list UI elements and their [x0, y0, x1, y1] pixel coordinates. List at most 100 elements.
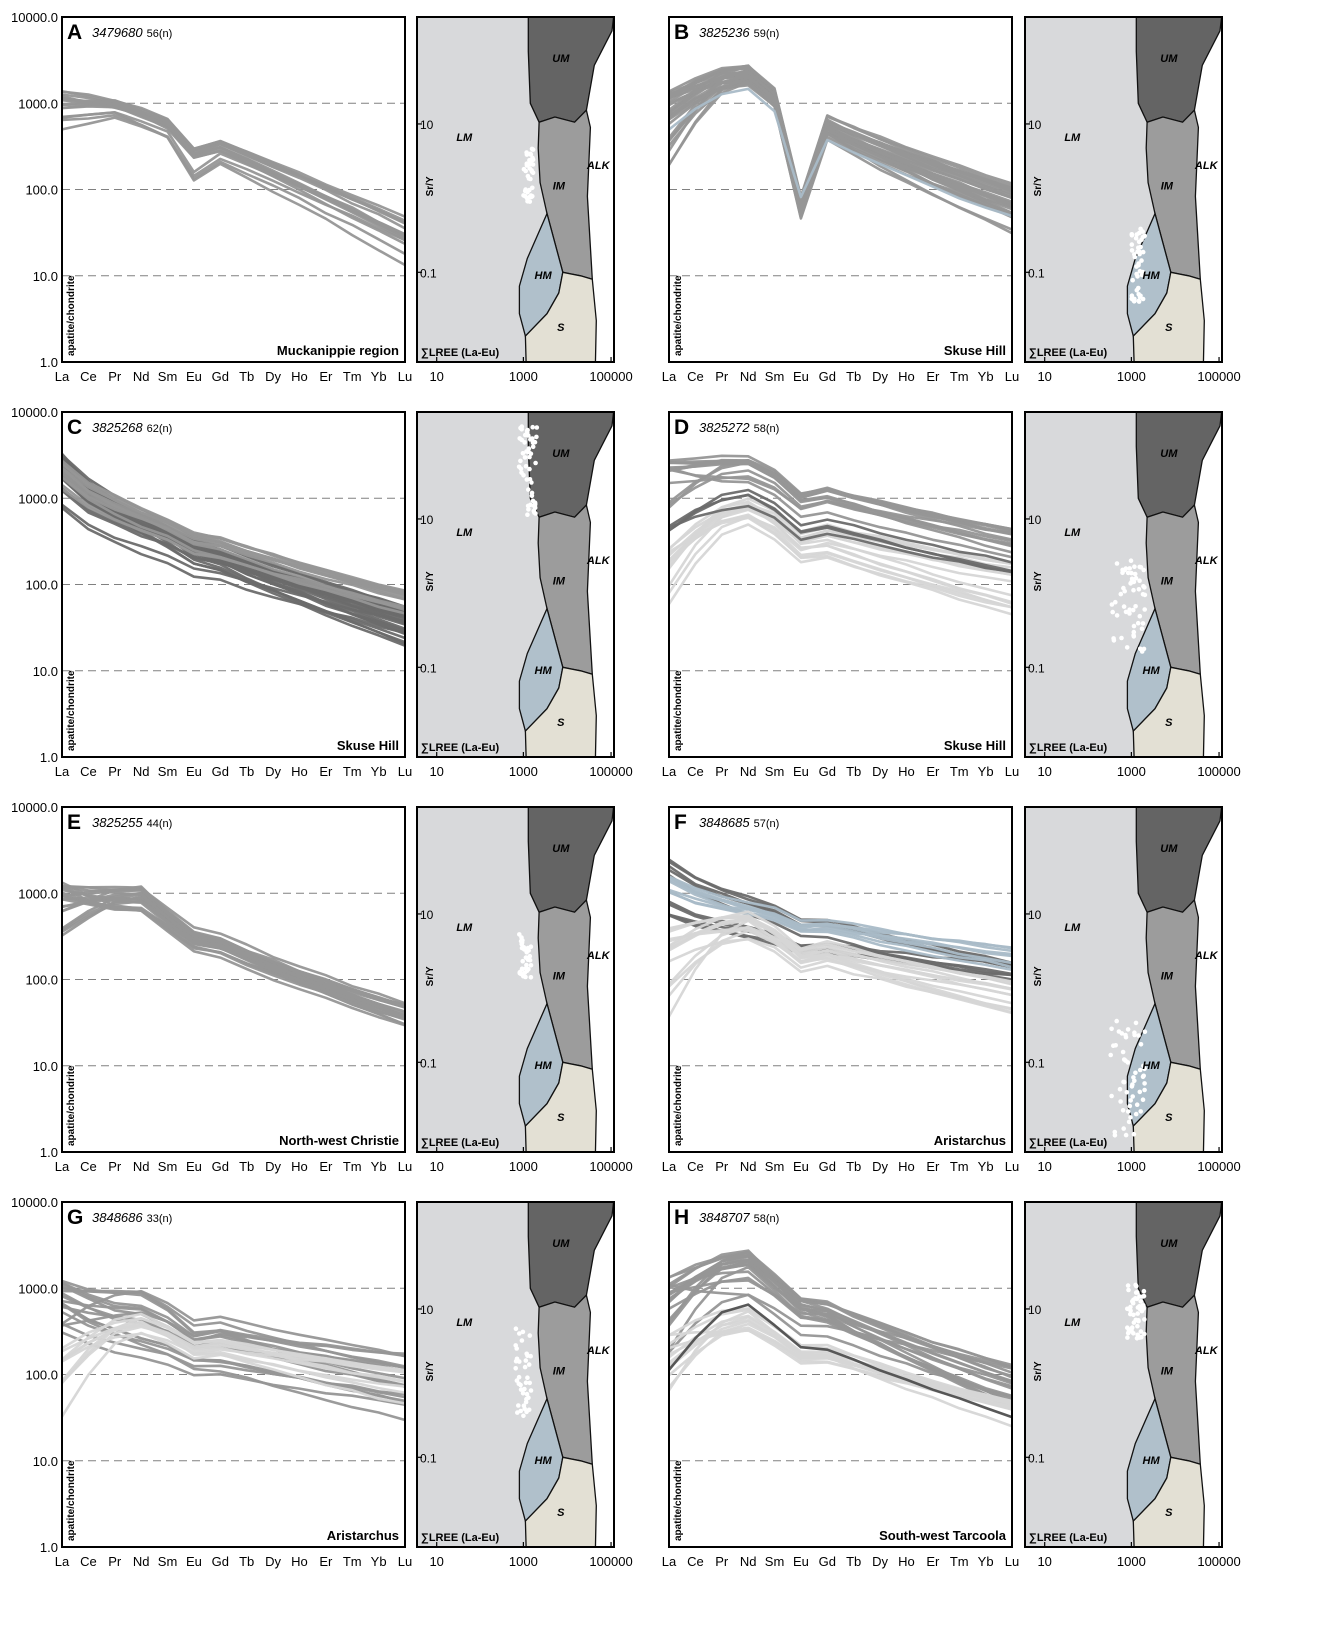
ree-x-tick-label: Yb [978, 1159, 994, 1174]
discrim-y-tick-label: 0.1 [420, 1451, 437, 1465]
ree-x-tick-label: Yb [371, 1554, 387, 1569]
ree-series-line [669, 504, 1012, 573]
ree-x-tick-label: Pr [715, 369, 729, 384]
ree-series-line [62, 1281, 405, 1380]
field-label-alk: ALK [586, 160, 611, 172]
ree-series-line [62, 1324, 405, 1394]
discrim-point [513, 1326, 519, 1331]
discrim-plot-frame [1024, 1201, 1223, 1548]
discrim-dots [516, 424, 540, 517]
ree-y-tick-label: 10.0 [33, 1059, 58, 1074]
ree-x-tick-label: Sm [765, 369, 785, 384]
discrim-point [1142, 1081, 1147, 1086]
discrim-x-label: ∑LREE (La-Eu) [421, 742, 499, 754]
discrim-point [527, 466, 532, 472]
discrim-fields [417, 807, 614, 1152]
discrim-point [1140, 1097, 1146, 1102]
discrim-point [528, 160, 533, 165]
discrim-point [523, 1380, 529, 1385]
discrim-dots [1109, 558, 1148, 654]
discrim-point [1131, 587, 1136, 593]
ree-series-line [669, 70, 1012, 205]
discrim-point [513, 1343, 518, 1348]
ree-series-line [62, 885, 405, 1026]
panel-letter: D [674, 416, 689, 439]
discrim-point [1120, 1049, 1126, 1055]
discrim-point [1120, 1108, 1126, 1113]
panel-c: C 3825268 62(n) Skuse Hill apatite/chondrite… [11, 405, 633, 779]
ree-series-line [669, 1276, 1012, 1385]
field-label-alk: ALK [1194, 1345, 1219, 1357]
ree-x-tick-label: Tm [343, 369, 362, 384]
discrim-point [1110, 609, 1115, 615]
panel-letter: F [674, 811, 687, 834]
discrim-plot-frame [416, 806, 615, 1153]
sample-count: 33(n) [147, 1213, 173, 1225]
field-label-alk: ALK [586, 950, 611, 962]
ree-x-tick-label: Tb [239, 764, 254, 779]
ree-series-line [62, 466, 405, 612]
ree-plot-frame [668, 16, 1013, 363]
field-label-im: IM [1161, 971, 1174, 983]
field-label-um: UM [552, 843, 570, 855]
ree-series-line [669, 76, 1012, 210]
discrim-point [516, 1403, 521, 1408]
ree-series-line [669, 926, 1012, 1005]
ree-plot-frame [61, 1201, 406, 1548]
discrim-point [1137, 1307, 1143, 1312]
sample-count: 58(n) [754, 423, 780, 435]
discrim-point [1136, 1033, 1141, 1038]
ree-x-tick-label: Sm [158, 369, 178, 384]
discrim-point [1141, 1306, 1146, 1311]
ree-y-label: apatite/chondrite [66, 1065, 77, 1146]
discrim-plot-frame [1024, 16, 1223, 363]
ree-x-tick-label: Nd [133, 1159, 150, 1174]
field-s [524, 1061, 597, 1152]
discrim-diagram: LM UM IM HM S ALK 10 0.1 10 1000 100000 Sr/Y ∑LREE (… [416, 806, 633, 1174]
ree-x-tick-label: Dy [265, 369, 281, 384]
discrim-point [1109, 1093, 1114, 1099]
ree-x-tick-label: Ce [687, 764, 704, 779]
discrim-point [520, 966, 525, 972]
ree-x-tick-label: Er [926, 764, 940, 779]
discrim-point [1137, 268, 1143, 274]
panel-f: F 3848685 57(n) Aristarchus apatite/chondrit… [662, 806, 1241, 1174]
ree-y-tick-label: 10000.0 [11, 405, 58, 420]
discrim-diagram: LM UM IM HM S ALK 10 0.1 10 1000 100000 Sr/Y ∑LREE (… [1024, 16, 1241, 384]
discrim-point [1129, 1327, 1134, 1333]
discrim-point [1111, 636, 1116, 641]
discrim-point [1131, 629, 1137, 635]
location-label: South-west Tarcoola [879, 1528, 1007, 1543]
ree-series-line [62, 463, 405, 594]
discrim-point [1135, 620, 1141, 626]
discrim-point [1126, 1119, 1132, 1125]
discrim-point [528, 502, 533, 508]
ree-series-line [669, 504, 1012, 605]
sample-count: 56(n) [147, 28, 173, 40]
discrim-point [1136, 230, 1142, 236]
ree-x-tick-label: Dy [872, 369, 888, 384]
ree-x-tick-label: Gd [212, 764, 229, 779]
discrim-point [528, 436, 533, 442]
discrim-point [524, 428, 530, 434]
ree-x-tick-label: Sm [765, 1554, 785, 1569]
ree-x-tick-label: Tm [950, 369, 969, 384]
discrim-point [522, 455, 528, 460]
location-label: Skuse Hill [337, 738, 399, 753]
discrim-point [524, 150, 529, 155]
discrim-x-tick-label: 1000 [1117, 764, 1146, 779]
discrim-x-tick-label: 10 [429, 1159, 443, 1174]
discrim-point [1137, 578, 1142, 583]
sample-id: 3825272 [699, 420, 750, 435]
discrim-point [1123, 609, 1129, 615]
ree-series-line [669, 928, 1012, 991]
discrim-point [1133, 236, 1139, 241]
field-label-um: UM [552, 1238, 570, 1250]
ree-x-tick-label: Gd [819, 369, 836, 384]
ree-x-tick-label: Ho [898, 369, 915, 384]
ree-x-tick-label: Pr [715, 1159, 729, 1174]
discrim-point [1134, 1283, 1139, 1289]
discrim-point [530, 147, 536, 152]
discrim-point [1128, 1308, 1133, 1314]
ree-x-tick-label: Ho [898, 1554, 915, 1569]
